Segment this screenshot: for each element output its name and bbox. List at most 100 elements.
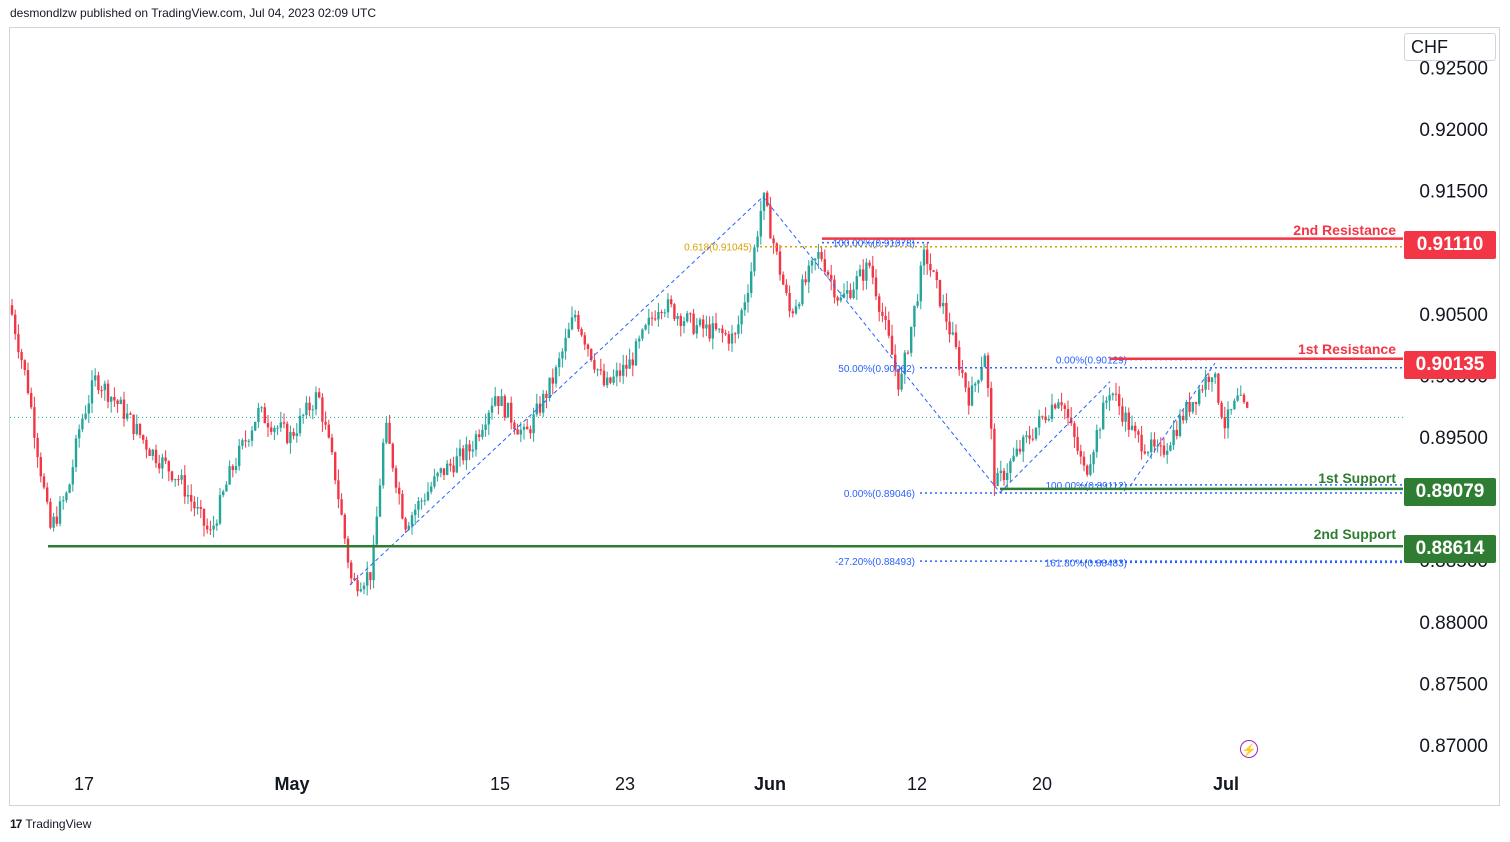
candle-body <box>638 338 641 342</box>
candle-body <box>913 305 916 327</box>
candle-body <box>1159 445 1162 447</box>
candle-body <box>375 516 378 545</box>
candle-body <box>884 315 887 321</box>
candle-body <box>1006 472 1009 481</box>
currency-label[interactable]: CHF <box>1404 33 1496 61</box>
price-badge-1st-resistance: 0.90135 <box>1404 351 1496 379</box>
candle-body <box>1233 400 1236 410</box>
candle-body <box>113 397 116 401</box>
candle-body <box>254 421 257 431</box>
candle-body <box>494 396 497 406</box>
candle-body <box>142 435 145 440</box>
candle-body <box>318 392 321 398</box>
candle-body <box>778 251 782 275</box>
candle-body <box>1012 455 1015 462</box>
candle-body <box>158 463 161 469</box>
candle-body <box>439 468 442 473</box>
candle-body <box>1025 435 1028 437</box>
candle-body <box>510 402 513 423</box>
candle-body <box>1076 437 1079 451</box>
candle-body <box>631 359 634 366</box>
candle-body <box>650 317 654 319</box>
candle-body <box>961 369 964 373</box>
candle-body <box>23 360 26 370</box>
candle-body <box>612 376 615 383</box>
candle-body <box>1038 416 1041 428</box>
candle-body <box>951 332 954 335</box>
candle-body <box>46 487 49 502</box>
candle-body <box>666 299 670 313</box>
candle-body <box>462 448 465 461</box>
candle-body <box>81 418 84 430</box>
candle-body <box>452 465 455 473</box>
candle-body <box>782 274 785 285</box>
candle-body <box>871 265 874 278</box>
candle-body <box>926 249 929 264</box>
candle-body <box>423 500 426 502</box>
candle-body <box>484 424 487 430</box>
candle-body <box>922 249 926 266</box>
candle-body <box>209 529 212 531</box>
candle-body <box>580 329 583 336</box>
candle-body <box>1108 395 1111 401</box>
candle-body <box>1102 402 1105 430</box>
candle-body <box>676 315 679 320</box>
candle-body <box>449 463 452 466</box>
candle-body <box>417 501 420 510</box>
candle-body <box>327 424 330 438</box>
candle-body <box>830 274 833 280</box>
candle-body <box>532 414 535 434</box>
x-tick-label: 12 <box>907 774 927 794</box>
fib-level-label: 0.00%(0.90129) <box>1056 356 1127 367</box>
footer-brand[interactable]: 17 TradingView <box>10 817 91 831</box>
candle-body <box>1022 436 1025 452</box>
y-tick-label: 0.92000 <box>1419 120 1488 141</box>
candle-body <box>350 562 353 579</box>
candle-body <box>186 494 190 497</box>
candle-body <box>94 375 97 381</box>
candle-body <box>833 279 836 298</box>
price-badge-2nd-resistance: 0.91110 <box>1404 231 1496 259</box>
candle-body <box>817 251 820 259</box>
candle-body <box>551 377 554 384</box>
candle-body <box>455 456 458 473</box>
candle-body <box>302 415 305 417</box>
candle-body <box>1060 402 1063 406</box>
candle-body <box>1204 376 1207 390</box>
candle-body <box>30 392 33 408</box>
candle-body <box>1050 404 1054 419</box>
candle-body <box>26 369 30 393</box>
candle-body <box>1220 402 1223 418</box>
flash-icon[interactable]: ⚡ <box>1240 740 1258 758</box>
candle-body <box>161 457 164 469</box>
candle-body <box>1015 448 1018 456</box>
candle-body <box>727 334 730 344</box>
candle-body <box>1207 376 1210 383</box>
candle-body <box>1223 417 1226 429</box>
candle-body <box>1140 434 1143 452</box>
candle-body <box>414 509 417 516</box>
candle-body <box>548 377 551 399</box>
candle-body <box>215 523 218 526</box>
candle-body <box>1086 465 1089 475</box>
candle-body <box>986 355 990 388</box>
candle-body <box>1146 452 1150 454</box>
candle-body <box>980 367 983 381</box>
candle-body <box>174 479 177 481</box>
candle-body <box>305 402 308 416</box>
candle-body <box>1153 439 1156 447</box>
candle-body <box>337 480 340 500</box>
candle-body <box>740 310 743 325</box>
fib-trend-line <box>1129 362 1216 487</box>
candle-body <box>228 466 231 485</box>
candle-body <box>1105 400 1108 403</box>
candle-body <box>625 364 628 369</box>
candle-body <box>737 324 740 334</box>
candle-body <box>74 438 78 468</box>
x-tick-label: Jul <box>1213 774 1239 794</box>
candle-body <box>644 325 647 330</box>
candle-body <box>977 380 980 384</box>
candle-body <box>1009 461 1012 473</box>
candle-body <box>436 472 439 477</box>
